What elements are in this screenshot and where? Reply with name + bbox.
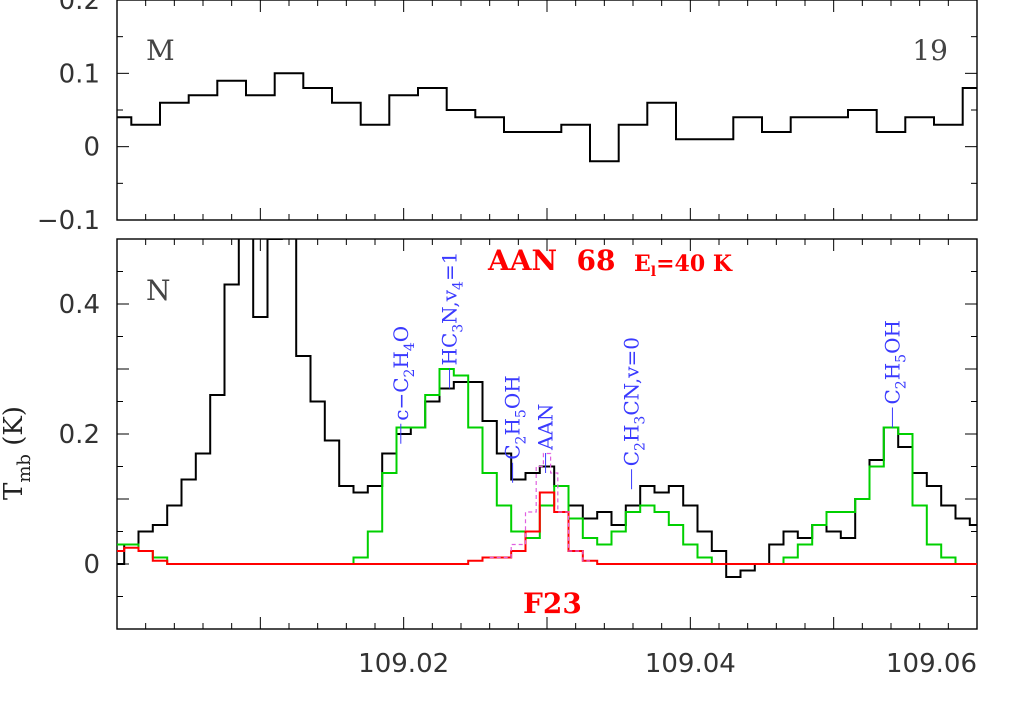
molecule-label-part: H — [620, 425, 644, 442]
molecule-label-part: C — [880, 389, 904, 404]
y-tick-label: 0 — [83, 133, 100, 163]
x-tick-label: 109.06 — [886, 649, 977, 679]
molecule-label-part: 4 — [402, 342, 418, 351]
molecule-label-part: 5 — [514, 409, 530, 418]
panel-m-series — [117, 72, 977, 163]
molecule-label: C2H3CN,v=0 — [620, 337, 649, 466]
molecule-label: C2H5OH — [501, 375, 530, 459]
y-tick-label: 0 — [83, 550, 100, 580]
molecule-label: C2H5OH — [880, 320, 909, 404]
series-line-2 — [117, 491, 977, 565]
x-tick-label: 109.04 — [645, 649, 736, 679]
molecule-label-part: N,v — [438, 289, 462, 324]
y-tick-label: −0.1 — [37, 206, 100, 236]
molecule-label-part: =1 — [438, 252, 462, 281]
chart-title: AAN 68 — [487, 244, 616, 277]
molecule-label-part: CN,v=0 — [620, 337, 644, 416]
molecule-label: c−C2H4O — [389, 326, 418, 421]
energy-label-value: =40 K — [656, 251, 733, 277]
energy-label: El=40 K — [634, 251, 733, 280]
y-axis-label-sub: mb — [14, 454, 35, 483]
molecule-label-part: 2 — [402, 369, 418, 378]
molecule-label-part: H — [501, 418, 525, 435]
molecule-label-part: 3 — [633, 416, 649, 425]
molecule-label-part: AAN — [534, 404, 558, 451]
molecule-label-part: 2 — [633, 442, 649, 451]
panel-n-ticks: 0 0.2 0.4 109.02 109.04 109.06 — [59, 238, 978, 679]
molecule-label-part: OH — [501, 375, 525, 409]
molecule-label-part: O — [389, 326, 413, 342]
series-line-3 — [489, 452, 590, 562]
series-line-0 — [117, 72, 977, 163]
molecule-label-part: c−C — [389, 377, 413, 420]
molecule-label-part: H — [880, 363, 904, 380]
molecule-label-part: HC — [438, 333, 462, 366]
y-tick-label: 0.4 — [59, 290, 100, 320]
molecule-label-part: 5 — [893, 354, 909, 363]
y-tick-label: 0.2 — [59, 0, 100, 16]
molecule-label-part: C — [501, 444, 525, 459]
molecule-label: HC3N,v4=1 — [438, 252, 467, 366]
panel-n-series — [117, 239, 977, 578]
series-line-0 — [117, 239, 977, 578]
molecule-label-part: 4 — [451, 281, 467, 290]
energy-label-sub: l — [651, 264, 656, 280]
panel-n-label: N — [146, 274, 171, 307]
y-axis-label: Tmb (K) — [0, 406, 35, 500]
molecule-label: AAN — [534, 404, 558, 451]
y-axis-label-unit: (K) — [0, 406, 29, 454]
y-tick-label: 0.1 — [59, 59, 100, 89]
panel-m-label: M — [146, 34, 175, 67]
molecule-label-part: OH — [880, 320, 904, 354]
molecule-label-part: C — [620, 451, 644, 466]
panel-m: −0.1 0 0.1 0.2 M 19 — [37, 0, 978, 236]
molecule-label-part: 2 — [893, 380, 909, 389]
panel-m-number: 19 — [912, 34, 948, 67]
energy-label-e: E — [634, 251, 651, 277]
molecule-label-part: 3 — [451, 324, 467, 333]
y-tick-label: 0.2 — [59, 420, 100, 450]
x-tick-label: 109.02 — [358, 649, 449, 679]
panel-m-ticks: −0.1 0 0.1 0.2 — [37, 0, 978, 236]
molecule-label-part: 2 — [514, 436, 530, 445]
source-label: F23 — [523, 587, 582, 620]
y-axis-label-main: T — [0, 482, 29, 500]
molecule-label-part: H — [389, 351, 413, 368]
